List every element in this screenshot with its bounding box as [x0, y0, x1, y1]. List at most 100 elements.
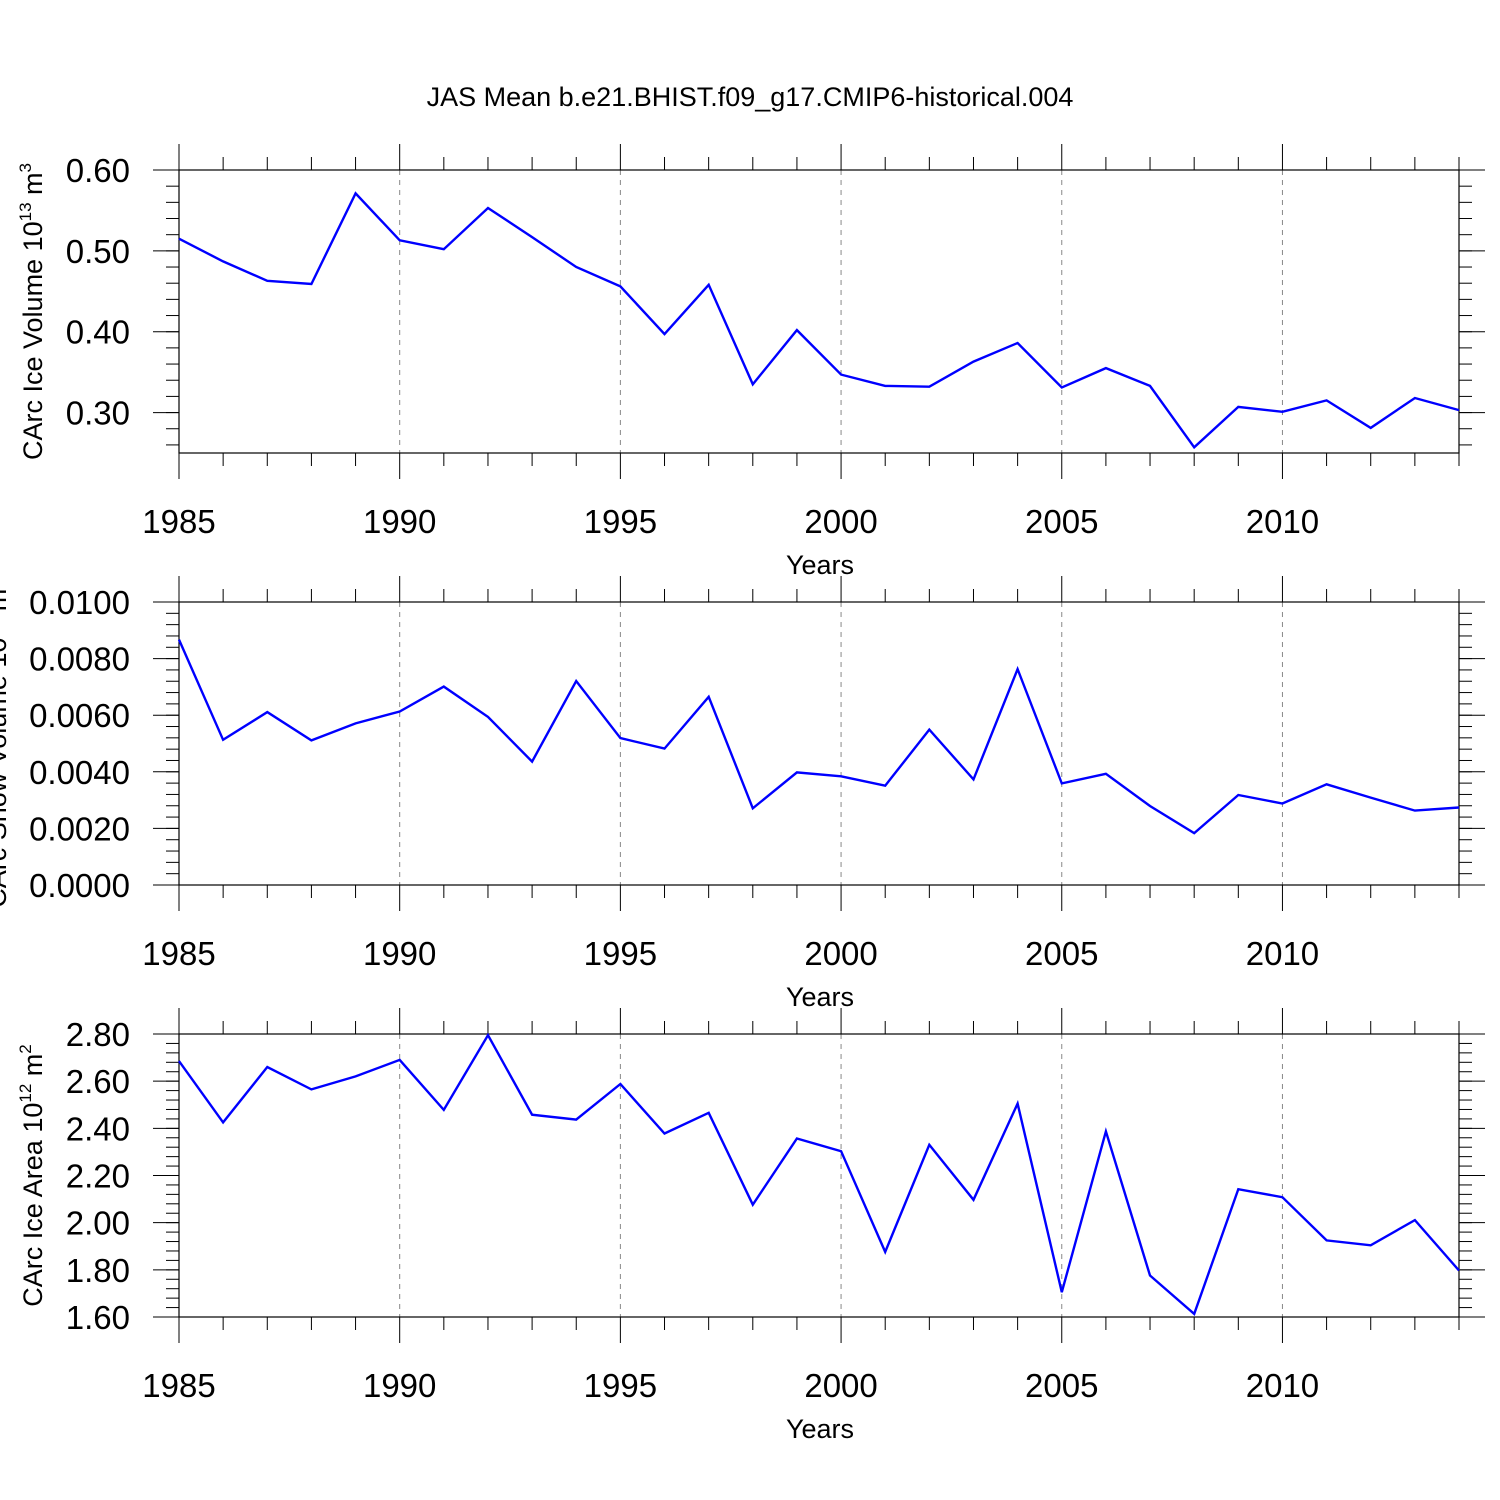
data-point: [795, 328, 799, 332]
y-axis-label-text: CArc Ice Area 10: [18, 1103, 48, 1307]
y-axis-label: CArc Snow Volume 1013 m3: [0, 579, 12, 908]
data-point: [1192, 831, 1196, 835]
data-point: [971, 360, 975, 364]
data-point: [1148, 804, 1152, 808]
data-point: [1148, 1273, 1152, 1277]
y-tick-label: 2.80: [66, 1016, 130, 1053]
x-tick-label: 2000: [804, 503, 877, 540]
data-point: [883, 784, 887, 788]
plot-frame: [178, 169, 1460, 454]
data-point: [177, 237, 181, 241]
y-axis-label-superscript: 12: [16, 1084, 35, 1103]
y-axis-label-text: CArc Snow Volume 10: [0, 638, 12, 908]
data-point: [1236, 793, 1240, 797]
data-point: [971, 777, 975, 781]
data-point: [927, 1143, 931, 1147]
y-tick-label: 0.0100: [29, 584, 130, 621]
x-tick-label: 1995: [584, 935, 657, 972]
y-tick-label: 0.0060: [29, 697, 130, 734]
data-point: [574, 679, 578, 683]
x-tick-label: 2010: [1246, 503, 1319, 540]
data-point: [354, 721, 358, 725]
data-point: [1016, 667, 1020, 671]
data-point: [839, 1149, 843, 1153]
data-point: [1413, 1218, 1417, 1222]
y-tick-label: 0.30: [66, 395, 130, 432]
data-point: [1325, 398, 1329, 402]
data-point: [1457, 805, 1461, 809]
data-point: [618, 1082, 622, 1086]
panel-2: 0.0000 0.0020 0.0040 0.0060 0.0080 0.0100 1985…: [0, 576, 1485, 1012]
data-point: [442, 1108, 446, 1112]
y-tick-label: 0.0000: [29, 867, 130, 904]
data-point: [309, 282, 313, 286]
data-point: [221, 738, 225, 742]
data-point: [1369, 426, 1373, 430]
y-tick-label: 0.40: [66, 314, 130, 351]
figure-title: JAS Mean b.e21.BHIST.f09_g17.CMIP6-histo…: [427, 82, 1074, 112]
data-point: [1016, 341, 1020, 345]
data-point: [1104, 1129, 1108, 1133]
y-axis-label-text: m: [18, 1054, 48, 1084]
data-point: [486, 1033, 490, 1037]
y-axis-label-text: m: [18, 172, 48, 202]
data-point: [751, 1203, 755, 1207]
x-tick-label: 2005: [1025, 503, 1098, 540]
data-point: [221, 1120, 225, 1124]
data-point: [1325, 1238, 1329, 1242]
data-point: [1192, 1312, 1196, 1316]
y-tick-label: 2.60: [66, 1063, 130, 1100]
x-tick-label: 1990: [363, 503, 436, 540]
y-axis-label-superscript: 13: [16, 202, 35, 221]
data-point: [177, 1059, 181, 1063]
data-point: [883, 1250, 887, 1254]
x-axis-label: Years: [786, 550, 854, 580]
data-point: [839, 774, 843, 778]
data-point: [618, 284, 622, 288]
data-point: [265, 279, 269, 283]
data-point: [1457, 1269, 1461, 1273]
series-line: [177, 639, 1460, 835]
data-point: [1192, 445, 1196, 449]
data-point: [1413, 396, 1417, 400]
x-tick-label: 2010: [1246, 935, 1319, 972]
y-axis-label: CArc Ice Volume 1013 m3: [16, 163, 48, 460]
y-axis-label-text: m: [0, 589, 12, 619]
plot-frame: [178, 1033, 1460, 1318]
data-point: [309, 1087, 313, 1091]
series-line: [178, 191, 1460, 450]
data-point: [707, 1111, 711, 1115]
x-tick-label: 1995: [584, 1367, 657, 1404]
data-point: [442, 685, 446, 689]
data-point: [221, 259, 225, 263]
data-point: [1016, 1102, 1020, 1106]
plot-frame: [178, 601, 1460, 886]
x-tick-label: 2000: [804, 1367, 877, 1404]
data-point: [354, 191, 358, 195]
data-point: [530, 1113, 534, 1117]
y-axis-label: CArc Ice Area 1012 m2: [16, 1044, 48, 1307]
data-point: [795, 770, 799, 774]
y-tick-label: 0.0040: [29, 754, 130, 791]
data-point: [1369, 796, 1373, 800]
data-point: [839, 373, 843, 377]
data-point: [398, 710, 402, 714]
x-tick-label: 2005: [1025, 1367, 1098, 1404]
y-tick-label: 1.80: [66, 1252, 130, 1289]
data-point: [1060, 781, 1064, 785]
data-point: [663, 747, 667, 751]
y-tick-label: 2.00: [66, 1205, 130, 1242]
data-point: [1325, 782, 1329, 786]
y-tick-label: 2.20: [66, 1158, 130, 1195]
data-point: [486, 206, 490, 210]
y-axis-label-superscript: 2: [16, 1044, 35, 1053]
y-tick-label: 0.60: [66, 152, 130, 189]
data-point: [1369, 1243, 1373, 1247]
x-tick-label: 1990: [363, 935, 436, 972]
data-point: [177, 638, 181, 642]
x-tick-label: 1990: [363, 1367, 436, 1404]
data-point: [663, 332, 667, 336]
x-tick-label: 2010: [1246, 1367, 1319, 1404]
data-point: [442, 247, 446, 251]
data-point: [1280, 410, 1284, 414]
